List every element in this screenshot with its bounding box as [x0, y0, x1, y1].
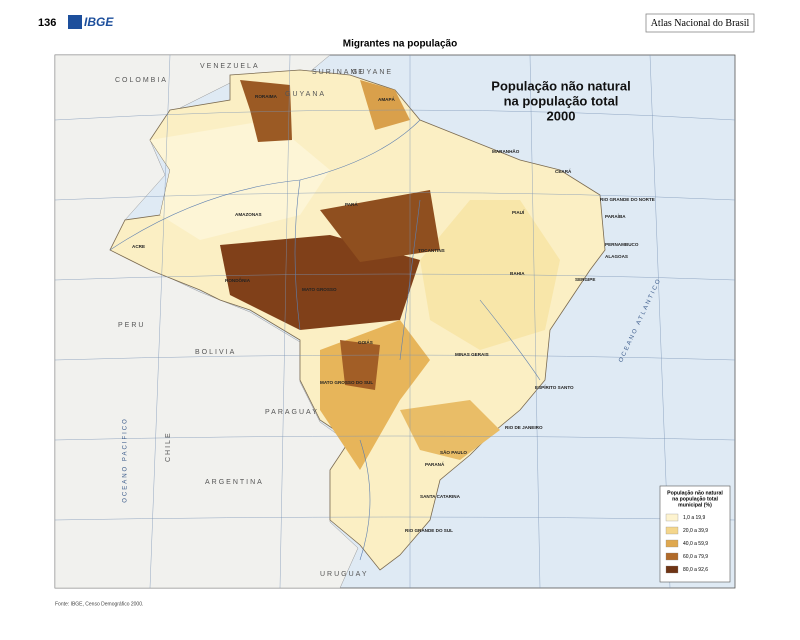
ocean-label: OCEANO PACIFICO [123, 417, 129, 503]
state-label: PARÁ [345, 201, 358, 207]
state-label: ACRE [132, 244, 145, 249]
country-label: GUYANA [285, 91, 326, 98]
state-label: PERNAMBUCO [605, 242, 639, 247]
region-medium-dark [400, 400, 500, 460]
state-label: MATO GROSSO DO SUL [320, 380, 373, 385]
rivers [109, 119, 541, 561]
country-label: GUYANE [352, 69, 393, 76]
state-label: RONDÔNIA [225, 276, 251, 283]
state-label: AMAZONAS [235, 212, 262, 217]
state-label: MARANHÃO [492, 148, 520, 154]
country-label: COLOMBIA [115, 77, 168, 84]
legend-label: 80,0 a 92,6 [683, 567, 708, 573]
state-label: ESPÍRITO SANTO [535, 383, 574, 390]
region-dark [240, 80, 292, 142]
legend-swatch [665, 526, 679, 535]
country-label: ARGENTINA [205, 479, 264, 486]
state-label: TOCANTINS [418, 248, 445, 253]
state-label: RIO GRANDE DO SUL [405, 528, 453, 533]
map-title: População não natural na população total… [491, 78, 630, 123]
state-label: RIO GRANDE DO NORTE [600, 197, 655, 202]
logo-mark [68, 15, 82, 29]
legend-title: População não natural [667, 490, 723, 496]
state-label: SÃO PAULO [440, 449, 467, 455]
map-title-line: na população total [504, 93, 619, 108]
state-label: MATO GROSSO [302, 287, 337, 292]
source: Fonte: IBGE, Censo Demográfico 2000. [55, 601, 143, 607]
legend-title: municipal (%) [678, 502, 712, 508]
country-label: VENEZUELA [200, 63, 260, 70]
state-label: BAHIA [510, 271, 525, 276]
country-label: PERU [118, 322, 145, 329]
map-title-line: 2000 [547, 108, 576, 123]
state-label: SANTA CATARINA [420, 494, 461, 499]
country-label: URUGUAY [320, 571, 368, 578]
state-label: RORAIMA [255, 94, 278, 99]
state-label: PARANÁ [425, 461, 445, 467]
state-label: AMAPÁ [378, 96, 396, 102]
page-title: Migrantes na população [343, 39, 457, 50]
neighbor-land [54, 54, 359, 589]
page-number: 136 [38, 17, 56, 29]
region-medium [420, 200, 560, 350]
map-title-line: População não natural [491, 78, 630, 93]
legend-label: 60,0 a 79,9 [683, 554, 708, 560]
legend-label: 40,0 a 59,9 [683, 541, 708, 547]
legend-label: 1,0 a 19,9 [683, 515, 705, 521]
region-dark [340, 340, 380, 390]
legend-swatch [665, 539, 679, 548]
legend-swatch [665, 513, 679, 522]
state-label: MINAS GERAIS [455, 352, 489, 357]
legend-label: 20,0 a 39,9 [683, 528, 708, 534]
state-label: ALAGOAS [605, 254, 628, 259]
legend-swatch [665, 565, 679, 574]
legend-title: na população total [672, 496, 718, 502]
state-label: PARAÍBA [605, 212, 626, 219]
region-light [150, 120, 330, 240]
map [54, 54, 736, 589]
state-label: GOIÁS [358, 339, 373, 345]
state-label: PIAUÍ [512, 208, 525, 215]
country-label: BOLIVIA [195, 349, 236, 356]
legend-swatch [665, 552, 679, 561]
state-label: RIO DE JANEIRO [505, 425, 543, 430]
state-label: CEARÁ [555, 168, 572, 174]
legend: População não natural na população total… [659, 485, 731, 583]
atlas-box [645, 13, 755, 33]
state-labels: RORAIMA AMAPÁ AMAZONAS PARÁ MARANHÃO CEA… [132, 94, 655, 533]
country-label: SURINAME [312, 69, 365, 76]
country-label: CHILE [165, 431, 172, 462]
atlas-title: Atlas Nacional do Brasil [651, 18, 750, 29]
country-label: PARAGUAY [265, 409, 319, 416]
logo: IBGE [84, 15, 114, 29]
region-medium-dark [360, 80, 410, 130]
state-label: SERGIPE [575, 277, 595, 282]
